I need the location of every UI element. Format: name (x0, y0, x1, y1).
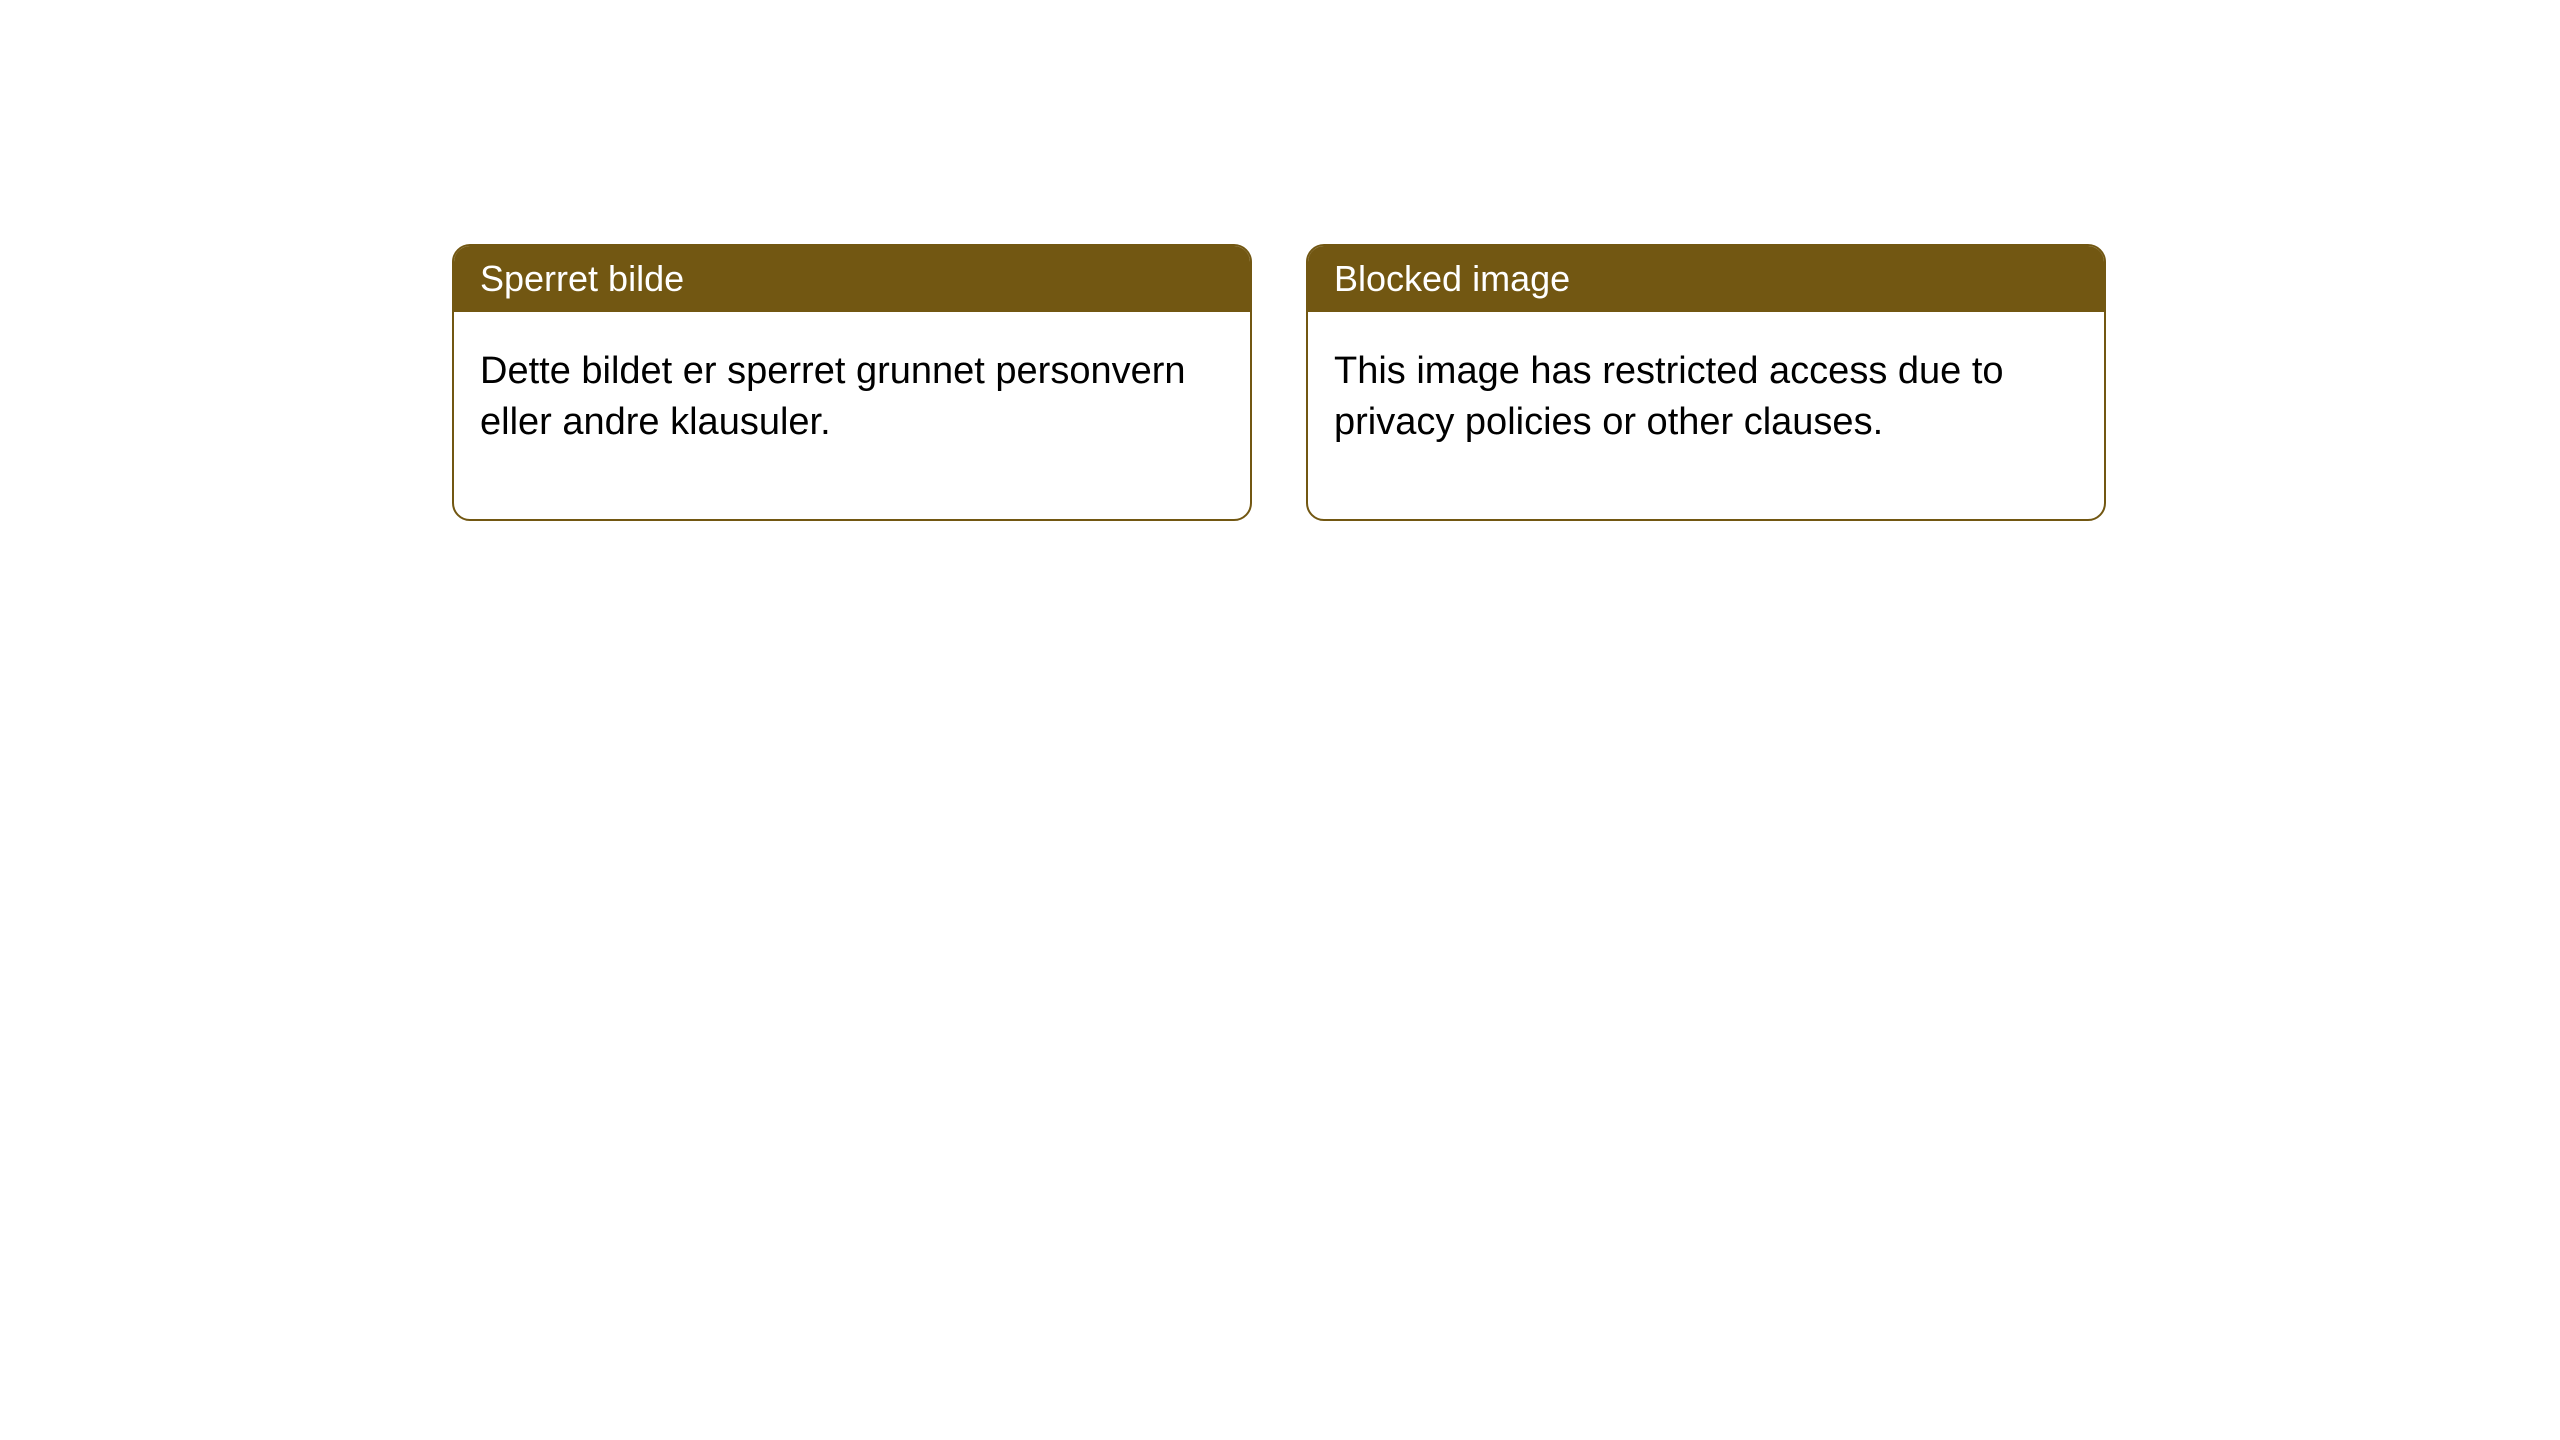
card-body-text: This image has restricted access due to … (1334, 350, 2004, 443)
card-header: Blocked image (1308, 246, 2104, 312)
notice-card-norwegian: Sperret bilde Dette bildet er sperret gr… (452, 244, 1252, 521)
notice-cards-container: Sperret bilde Dette bildet er sperret gr… (0, 0, 2560, 521)
notice-card-english: Blocked image This image has restricted … (1306, 244, 2106, 521)
card-title: Sperret bilde (480, 258, 684, 299)
card-body-text: Dette bildet er sperret grunnet personve… (480, 350, 1186, 443)
card-title: Blocked image (1334, 258, 1570, 299)
card-body: This image has restricted access due to … (1308, 312, 2104, 519)
card-body: Dette bildet er sperret grunnet personve… (454, 312, 1250, 519)
card-header: Sperret bilde (454, 246, 1250, 312)
